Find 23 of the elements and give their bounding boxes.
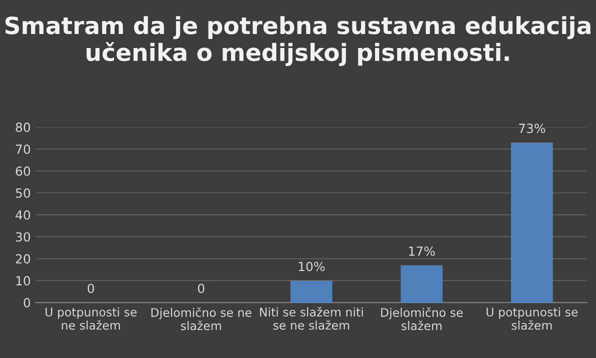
- bar: [400, 265, 443, 303]
- data-label: 17%: [409, 246, 435, 256]
- y-tick-label: 30: [16, 232, 30, 242]
- data-label: 73%: [519, 124, 546, 134]
- y-tick-label: 60: [16, 166, 30, 176]
- data-label: 0: [88, 284, 94, 294]
- x-tick-label: Niti se slažem niti se ne slažem: [260, 306, 363, 330]
- chart-title: Smatram da je potrebna sustavna edukacija učenika o medijskoj pismenosti.: [5, 16, 590, 66]
- data-label: 0: [198, 284, 204, 294]
- y-tick-label: 40: [16, 210, 30, 220]
- bar: [290, 280, 332, 303]
- x-tick-label: Djelomično se ne slažem: [151, 307, 252, 330]
- y-tick-label: 80: [16, 122, 30, 132]
- y-tick-label: 70: [16, 144, 30, 154]
- data-label: 10%: [298, 262, 325, 272]
- x-tick-label: U potpunosti se ne slažem: [46, 307, 137, 330]
- y-tick-label: 50: [16, 188, 30, 198]
- x-tick-label: Djelomično se slažem: [381, 307, 463, 330]
- bar: [510, 142, 553, 303]
- x-tick-label: U potpunosti se slažem: [486, 307, 578, 330]
- y-tick-label: 20: [16, 254, 30, 264]
- y-tick-label: 10: [16, 276, 30, 286]
- y-tick-label: 0: [24, 298, 30, 308]
